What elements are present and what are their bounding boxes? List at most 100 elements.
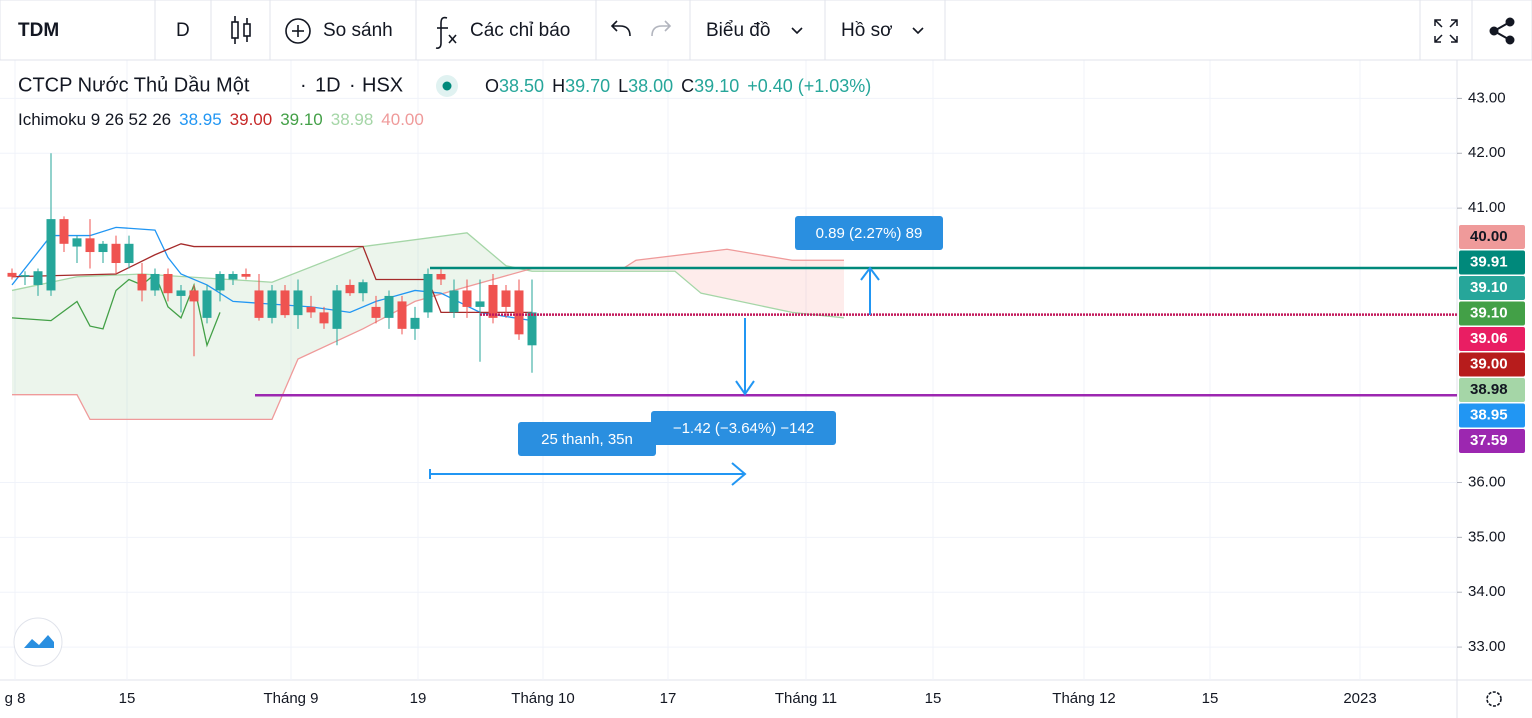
candle-body xyxy=(319,312,329,324)
price-badge-label: 39.10 xyxy=(1470,279,1508,296)
candle-body xyxy=(215,273,225,291)
profile-menu[interactable]: Hồ sơ xyxy=(841,20,893,41)
indicator-value: 38.95 xyxy=(179,110,222,129)
indicator-value: 39.10 xyxy=(280,110,323,129)
candle-body xyxy=(124,243,134,264)
price-badge xyxy=(1459,403,1525,428)
toolbar-bg xyxy=(0,0,1532,61)
time-label: Tháng 10 xyxy=(511,690,574,707)
candle-body xyxy=(410,317,420,329)
candle-body xyxy=(462,290,472,307)
candle-body xyxy=(228,273,238,280)
price-label: 43.00 xyxy=(1468,89,1506,106)
candle-body xyxy=(306,306,316,313)
time-label: 15 xyxy=(925,690,942,707)
chart-menu[interactable]: Biểu đồ xyxy=(706,20,770,41)
toolbar: TDM D So sánh Các chỉ báo Biểu đồ Hồ sơ xyxy=(0,0,1532,61)
candle-body xyxy=(397,301,407,329)
share-button[interactable] xyxy=(1489,17,1515,45)
interval-button[interactable]: D xyxy=(176,20,190,41)
time-label: 2023 xyxy=(1343,690,1376,707)
measure-arrow-up xyxy=(860,266,880,315)
legend-exchange: HSX xyxy=(362,74,403,96)
indicator-value: 39.00 xyxy=(230,110,273,129)
price-label: 34.00 xyxy=(1468,583,1506,600)
price-badge xyxy=(1459,225,1525,249)
candle-body xyxy=(384,295,394,318)
price-badge-label: 40.00 xyxy=(1470,228,1508,245)
logo-mark xyxy=(24,635,54,648)
chart-type-button[interactable] xyxy=(231,16,251,44)
measure-label-bg xyxy=(518,422,656,456)
candle-body xyxy=(449,290,459,313)
price-badge-label: 37.59 xyxy=(1470,432,1508,449)
price-label: 35.00 xyxy=(1468,528,1506,545)
senkou-span-b xyxy=(12,248,844,421)
measure-label: 0.89 (2.27%) 89 xyxy=(816,225,923,242)
dot: · xyxy=(300,74,307,96)
candle-body xyxy=(98,243,108,253)
candle-body xyxy=(189,290,199,302)
ohlc-change: +0.40 (+1.03%) xyxy=(747,76,871,96)
ohlc-label: H xyxy=(552,76,565,96)
candle-body xyxy=(137,273,147,291)
chevron xyxy=(912,27,924,35)
price-badge-label: 38.95 xyxy=(1470,406,1508,423)
legend-interval: 1D xyxy=(315,74,341,96)
price-badge xyxy=(1459,352,1525,377)
candle-body xyxy=(371,306,381,318)
senkou-span-a xyxy=(11,232,845,319)
indicator-name: Ichimoku 9 26 52 26 xyxy=(18,110,171,129)
candle-body xyxy=(436,273,446,280)
compare-button[interactable]: So sánh xyxy=(323,20,393,41)
measure-label-bg xyxy=(651,411,836,445)
price-badge xyxy=(1459,301,1525,326)
cloud-bear xyxy=(610,249,844,318)
candle-body xyxy=(150,273,160,291)
ohlc-value: 38.50 xyxy=(499,76,544,96)
cloud-bull xyxy=(12,232,610,420)
indicator-value: 40.00 xyxy=(381,110,424,129)
fullscreen-button[interactable] xyxy=(1434,19,1458,43)
time-label: 15 xyxy=(119,690,136,707)
measure-label: 25 thanh, 35n xyxy=(541,431,633,448)
indicators-icon xyxy=(435,16,457,49)
chevron xyxy=(791,27,803,35)
undo-button[interactable] xyxy=(610,20,631,37)
compare-icon[interactable] xyxy=(285,18,311,44)
price-label: 36.00 xyxy=(1468,473,1506,490)
ohlc-label: C xyxy=(681,76,694,96)
candle-body xyxy=(7,272,17,277)
time-label: Tháng 9 xyxy=(263,690,318,707)
price-label: 33.00 xyxy=(1468,638,1506,655)
ohlc-value: 39.10 xyxy=(694,76,739,96)
candle-body xyxy=(345,284,355,294)
price-badge xyxy=(1459,327,1525,351)
candle-body xyxy=(488,284,498,318)
price-label: 41.00 xyxy=(1468,199,1506,216)
price-badge xyxy=(1459,429,1525,453)
chart-area: g 8 15 Tháng 9 19 Tháng 10 17 Tháng 11 15 Tháng … xyxy=(0,60,1532,718)
candle-body xyxy=(358,282,368,294)
candle-body xyxy=(176,290,186,296)
price-badge-label: 39.10 xyxy=(1470,304,1508,321)
redo-button[interactable] xyxy=(651,20,672,37)
candle-body xyxy=(293,290,303,316)
price-badge-label: 38.98 xyxy=(1470,381,1508,398)
candle-body xyxy=(72,238,82,247)
legend-name: CTCP Nước Thủ Dầu Một xyxy=(18,74,250,96)
candle-body xyxy=(423,273,433,313)
measure-arrow-down xyxy=(735,318,755,396)
indicators-button[interactable]: Các chỉ báo xyxy=(470,20,570,41)
candle-body xyxy=(332,290,342,329)
time-label: 17 xyxy=(660,690,677,707)
ohlc-label: O xyxy=(485,76,499,96)
measure-label-bg xyxy=(795,216,943,250)
symbol[interactable]: TDM xyxy=(18,20,59,41)
candle-body xyxy=(33,271,43,285)
price-label: 42.00 xyxy=(1468,144,1506,161)
candle-body xyxy=(202,290,212,318)
market-status-dot xyxy=(442,81,452,91)
